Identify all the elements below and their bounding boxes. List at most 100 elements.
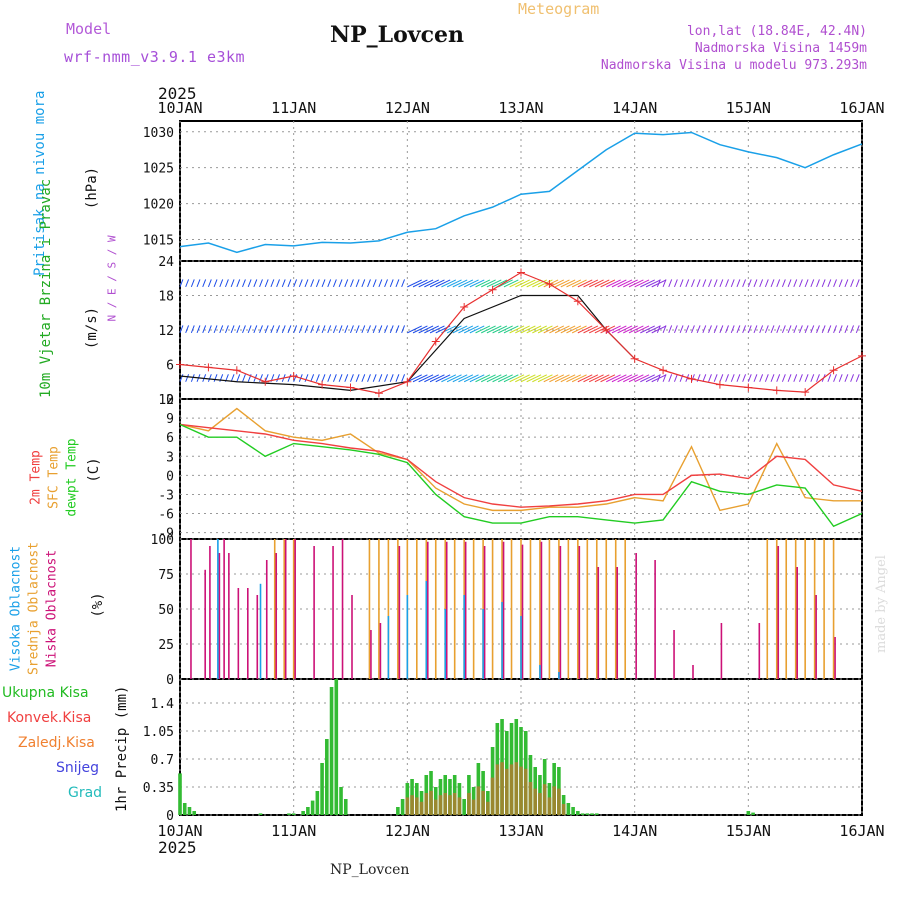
wind-barb xyxy=(242,325,246,334)
wind-barb xyxy=(276,325,280,334)
wind-barb xyxy=(526,374,542,383)
freezing-precip-bar xyxy=(528,782,533,815)
wind-barb xyxy=(475,279,491,288)
y-tick-label: 50 xyxy=(158,603,174,618)
wind-barb xyxy=(395,374,400,382)
precip-bar xyxy=(576,811,580,815)
wind-barb xyxy=(247,325,252,334)
wind-barb xyxy=(656,374,661,382)
wind-barb xyxy=(725,325,729,334)
wind-speed-marker xyxy=(858,351,866,360)
wind-barb xyxy=(696,325,701,334)
wind-barb xyxy=(515,325,530,334)
wind-barb xyxy=(702,374,707,382)
wind-barb xyxy=(804,374,809,382)
wind-barb xyxy=(310,279,315,288)
wind-barb xyxy=(429,279,445,288)
y-tick-label: -6 xyxy=(158,508,174,523)
freezing-precip-bar xyxy=(457,797,462,815)
y-tick-label: 1015 xyxy=(143,233,174,248)
wind-barb xyxy=(458,279,474,288)
x-tick-label-top: 12JAN xyxy=(385,99,430,117)
precip-bar xyxy=(258,813,263,815)
wind-barb xyxy=(537,374,553,383)
precip-bar xyxy=(590,813,594,815)
wind-speed-marker xyxy=(659,366,668,375)
wind-barb xyxy=(645,279,661,288)
wind-barb xyxy=(606,374,621,383)
x-tick-label-bottom: 11JAN xyxy=(271,822,316,840)
wind-speed-marker xyxy=(801,388,810,397)
wind-barb xyxy=(259,279,263,288)
wind-barb xyxy=(389,279,394,288)
legend-hail: Grad xyxy=(68,785,103,801)
wind-barb xyxy=(793,279,798,288)
wind-barb xyxy=(225,279,229,288)
wind-barb xyxy=(384,325,388,334)
freezing-precip-bar xyxy=(552,786,556,815)
x-tick-label-top: 10JAN xyxy=(157,99,202,117)
wind-barb xyxy=(730,374,735,382)
wind-barb xyxy=(469,279,485,288)
y-tick-label: 1020 xyxy=(143,198,174,213)
wind-barb xyxy=(764,325,769,334)
wind-barb xyxy=(776,325,781,334)
wind-barb xyxy=(554,374,570,383)
wind-barb xyxy=(600,325,616,334)
wind-barb xyxy=(407,374,422,383)
wind-barb xyxy=(270,325,275,334)
x-tick-label-bottom: 14JAN xyxy=(612,822,657,840)
x-tick-label-top: 11JAN xyxy=(271,99,316,117)
wind-barb xyxy=(372,374,377,382)
wind-speed-marker xyxy=(772,386,781,395)
wind-barb xyxy=(190,279,195,288)
wind-speed-marker xyxy=(204,363,213,372)
wind-barb xyxy=(441,374,457,383)
wind-barb xyxy=(816,374,820,382)
precip-bar xyxy=(301,811,305,815)
wind-barb xyxy=(804,325,809,334)
wind-barb xyxy=(634,325,650,334)
elevation: Nadmorska Visina 1459m xyxy=(694,41,867,56)
wind-barb xyxy=(759,325,764,334)
wind-barb xyxy=(526,279,542,288)
wind-barb xyxy=(259,374,263,382)
wind-barb xyxy=(350,279,354,288)
precip-bar xyxy=(462,799,466,815)
precip-bar xyxy=(571,807,575,815)
wind-barb xyxy=(617,279,633,288)
wind-barb xyxy=(577,325,593,334)
freezing-precip-bar xyxy=(486,801,490,815)
wind-barb xyxy=(185,325,190,334)
wind-barb xyxy=(594,374,610,383)
wind-barb xyxy=(338,325,343,334)
wind-barb xyxy=(588,374,604,383)
freezing-precip-bar xyxy=(410,795,414,815)
wind-speed-marker xyxy=(715,380,724,389)
wind-speed-marker xyxy=(289,372,298,380)
wind-barb xyxy=(742,279,747,288)
wind-barb xyxy=(361,279,366,288)
wind-barb xyxy=(418,374,434,383)
wind-barb xyxy=(821,325,826,334)
wind-barb xyxy=(236,374,241,382)
x-tick-label-bottom: 13JAN xyxy=(498,822,543,840)
wind-barb xyxy=(628,325,644,334)
wind-barb xyxy=(407,325,422,334)
wind-barb xyxy=(713,374,718,382)
wind-barb xyxy=(446,279,462,288)
wind-barb xyxy=(702,279,707,288)
wind-barb xyxy=(424,374,440,383)
wind-barb xyxy=(435,279,451,288)
wind-barb xyxy=(611,279,627,288)
wind-barb xyxy=(207,374,212,382)
wind-barb xyxy=(429,325,445,334)
freezing-precip-bar xyxy=(533,788,538,815)
year-bottom: 2025 xyxy=(158,838,197,857)
wind-barb xyxy=(764,374,769,382)
wind-barb xyxy=(463,279,479,288)
wind-speed-marker xyxy=(261,377,270,386)
model-name: wrf-nmm_v3.9.1 e3km xyxy=(64,48,246,66)
wind-barb xyxy=(492,279,508,288)
